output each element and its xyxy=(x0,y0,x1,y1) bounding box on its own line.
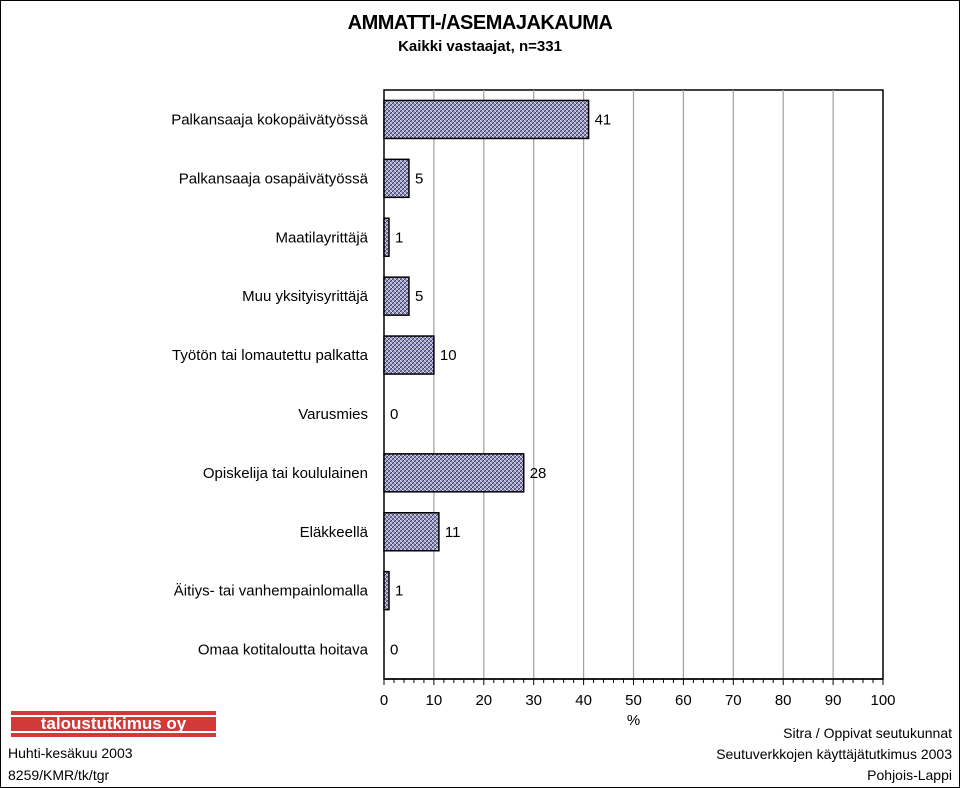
x-tick-label: 0 xyxy=(380,692,388,709)
x-tick-label: 50 xyxy=(625,692,642,709)
category-label: Työtön tai lomautettu palkatta xyxy=(172,347,369,364)
x-tick-label: 30 xyxy=(525,692,542,709)
x-tick-label: 90 xyxy=(825,692,842,709)
value-label: 5 xyxy=(415,288,423,305)
value-label: 5 xyxy=(415,170,423,187)
category-label: Opiskelija tai koululainen xyxy=(203,465,368,482)
x-tick-label: 60 xyxy=(675,692,692,709)
x-tick-label: 80 xyxy=(775,692,792,709)
value-label: 0 xyxy=(390,406,398,423)
chart-title: AMMATTI-/ASEMAJAKAUMA xyxy=(347,12,613,34)
category-label: Palkansaaja osapäivätyössä xyxy=(179,170,369,187)
x-tick-label: 40 xyxy=(575,692,592,709)
chart-subtitle: Kaikki vastaajat, n=331 xyxy=(398,38,562,55)
value-label: 11 xyxy=(445,524,461,541)
bar xyxy=(383,570,390,611)
bar xyxy=(383,99,590,140)
category-label: Palkansaaja kokopäivätyössä xyxy=(171,111,368,128)
x-tick-label: 100 xyxy=(870,692,895,709)
footer-survey: Seutuverkkojen käyttäjätutkimus 2003 xyxy=(716,746,952,762)
category-label: Muu yksityisyrittäjä xyxy=(242,288,369,305)
value-label: 1 xyxy=(395,229,403,246)
bar xyxy=(383,512,440,552)
value-label: 1 xyxy=(395,583,403,600)
bar xyxy=(383,276,410,316)
category-label: Äitiys- tai vanhempainlomalla xyxy=(174,583,369,600)
footer-client: Sitra / Oppivat seutukunnat xyxy=(783,725,952,741)
value-label: 28 xyxy=(530,465,547,482)
footer-code: 8259/KMR/tk/tgr xyxy=(8,767,110,783)
category-label: Omaa kotitaloutta hoitava xyxy=(198,642,369,659)
x-tick-label: 70 xyxy=(725,692,742,709)
logo-text: taloustutkimus oy xyxy=(40,714,187,733)
category-label: Varusmies xyxy=(298,406,368,423)
value-label: 10 xyxy=(440,347,457,364)
value-label: 0 xyxy=(390,642,398,659)
bar xyxy=(383,335,435,375)
category-label: Eläkkeellä xyxy=(300,524,369,541)
x-axis-label: % xyxy=(627,712,640,729)
footer-region: Pohjois-Lappi xyxy=(867,767,952,783)
bar xyxy=(383,453,525,493)
bar xyxy=(383,158,410,199)
bar xyxy=(383,217,390,257)
footer-date: Huhti-kesäkuu 2003 xyxy=(8,745,133,761)
category-label: Maatilayrittäjä xyxy=(275,229,368,246)
x-tick-label: 20 xyxy=(475,692,492,709)
company-logo: taloustutkimus oy xyxy=(11,711,216,737)
x-tick-label: 10 xyxy=(426,692,443,709)
value-label: 41 xyxy=(595,111,612,128)
